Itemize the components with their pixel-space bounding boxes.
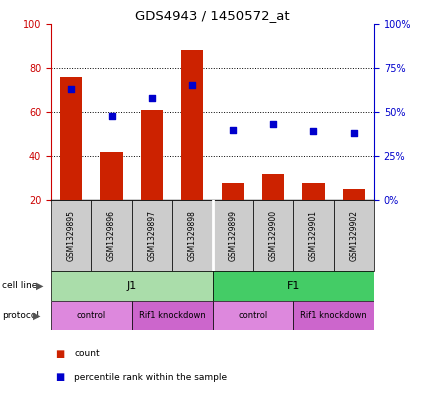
Bar [60, 77, 82, 200]
Text: GSM1329898: GSM1329898 [188, 210, 197, 261]
Point [149, 95, 156, 101]
Text: ▶: ▶ [36, 281, 44, 291]
Point [189, 82, 196, 88]
Bar [51, 200, 91, 271]
Bar [172, 200, 212, 271]
Bar [253, 200, 293, 271]
Text: ■: ■ [55, 372, 65, 382]
Bar [51, 271, 212, 301]
Bar [334, 200, 374, 271]
Text: cell line: cell line [2, 281, 37, 290]
Title: GDS4943 / 1450572_at: GDS4943 / 1450572_at [135, 9, 290, 22]
Text: control: control [238, 311, 267, 320]
Text: Rif1 knockdown: Rif1 knockdown [300, 311, 367, 320]
Bar [91, 200, 132, 271]
Bar [343, 189, 365, 200]
Point [68, 86, 75, 92]
Text: Rif1 knockdown: Rif1 knockdown [139, 311, 206, 320]
Text: count: count [74, 349, 100, 358]
Text: F1: F1 [286, 281, 300, 291]
Bar [132, 301, 212, 330]
Text: ▶: ▶ [33, 310, 41, 320]
Bar [212, 271, 374, 301]
Text: GSM1329897: GSM1329897 [147, 210, 156, 261]
Point [229, 127, 236, 133]
Text: GSM1329900: GSM1329900 [269, 210, 278, 261]
Text: GSM1329899: GSM1329899 [228, 210, 237, 261]
Bar [302, 183, 325, 200]
Bar [100, 152, 123, 200]
Bar [212, 301, 293, 330]
Text: GSM1329901: GSM1329901 [309, 210, 318, 261]
Bar [51, 301, 132, 330]
Point [310, 128, 317, 134]
Bar [262, 174, 284, 200]
Bar [293, 301, 374, 330]
Text: GSM1329895: GSM1329895 [67, 210, 76, 261]
Text: control: control [77, 311, 106, 320]
Text: GSM1329902: GSM1329902 [349, 210, 358, 261]
Text: percentile rank within the sample: percentile rank within the sample [74, 373, 227, 382]
Text: GSM1329896: GSM1329896 [107, 210, 116, 261]
Text: protocol: protocol [2, 311, 39, 320]
Bar [293, 200, 334, 271]
Point [350, 130, 357, 136]
Text: ■: ■ [55, 349, 65, 359]
Bar [221, 183, 244, 200]
Point [108, 112, 115, 119]
Bar [181, 50, 204, 200]
Text: J1: J1 [127, 281, 137, 291]
Point [269, 121, 276, 127]
Bar [141, 110, 163, 200]
Bar [212, 200, 253, 271]
Bar [132, 200, 172, 271]
